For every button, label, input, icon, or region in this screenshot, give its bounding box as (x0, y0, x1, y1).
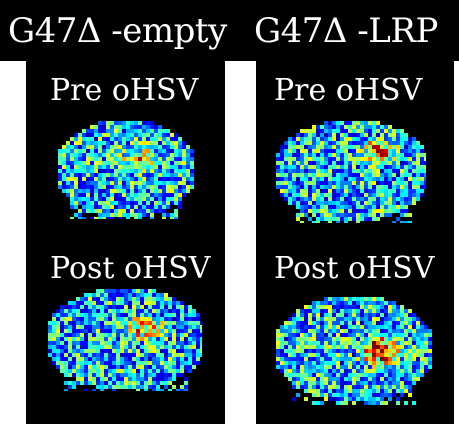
post-scan-empty (48, 285, 202, 391)
post-scan-lrp (276, 293, 432, 405)
post-label-lrp: Post oHSV (274, 251, 435, 286)
panel-empty: Pre oHSV Post oHSV (26, 61, 225, 424)
column-title-lrp: G47Δ -LRP (254, 11, 438, 51)
title-bar: G47Δ -empty G47Δ -LRP (0, 0, 459, 61)
post-label-empty: Post oHSV (50, 251, 211, 286)
pre-scan-lrp (276, 117, 426, 223)
pre-label-empty: Pre oHSV (50, 73, 199, 108)
panel-lrp: Pre oHSV Post oHSV (256, 61, 454, 424)
pre-label-lrp: Pre oHSV (274, 73, 423, 108)
column-title-empty: G47Δ -empty (8, 11, 227, 51)
pre-scan-empty (58, 117, 194, 219)
